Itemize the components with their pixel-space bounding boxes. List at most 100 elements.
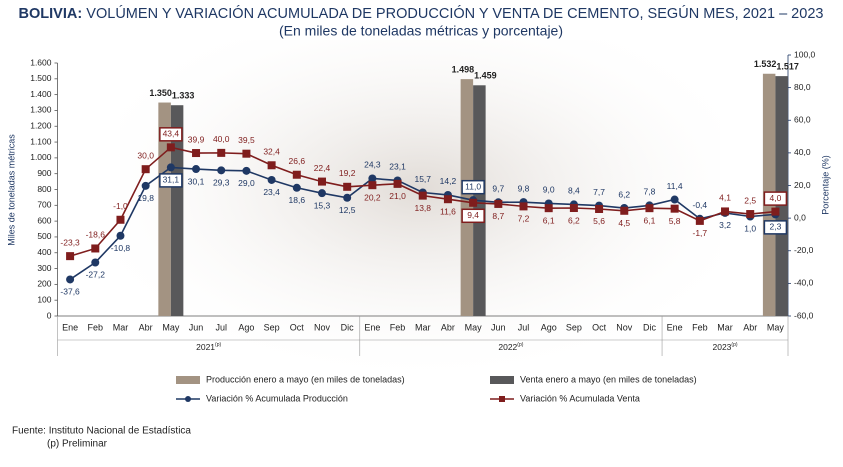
x-tick-label: May xyxy=(465,322,483,332)
y-tick-label: 100 xyxy=(37,294,51,304)
line-value-label: 9,7 xyxy=(492,184,504,194)
bar xyxy=(170,105,184,316)
value-label-box xyxy=(159,127,183,142)
line-value-label: -1,0 xyxy=(113,201,128,211)
line-value-label: 12,5 xyxy=(339,205,356,215)
line-value-label: 24,3 xyxy=(364,160,381,170)
line-value-label: -27,2 xyxy=(86,270,106,280)
y-tick-label: 600 xyxy=(37,215,51,225)
y2-tick-label: 80,0 xyxy=(794,82,811,92)
bar-value-label: 1.532 xyxy=(754,59,777,69)
line-value-label: 6,1 xyxy=(543,215,555,225)
x-tick-label: Feb xyxy=(88,322,104,332)
x-tick-label: Dic xyxy=(643,322,656,332)
value-label-box xyxy=(763,191,788,206)
legend-label: Venta enero a mayo (en miles de tonelada… xyxy=(520,374,697,384)
marker xyxy=(317,177,326,186)
line-value-label: -1,7 xyxy=(693,228,708,238)
line-value-label: 4,5 xyxy=(618,218,630,228)
marker xyxy=(595,204,604,213)
y2-tick-label: 40,0 xyxy=(794,147,811,157)
x-tick-label: Jun xyxy=(189,322,204,332)
legend-swatch xyxy=(176,376,200,384)
x-tick-label: Ene xyxy=(62,322,78,332)
y-tick-label: 200 xyxy=(37,279,51,289)
year-label: 2021(p) xyxy=(196,342,221,352)
y2-axis-label: Porcentaje (%) xyxy=(820,155,830,215)
marker xyxy=(66,252,75,261)
line-value-label: 11,6 xyxy=(440,206,456,216)
x-tick-label: Ene xyxy=(667,322,683,332)
x-tick-label: Abr xyxy=(139,322,153,332)
line-value-label: 11,0 xyxy=(465,181,481,191)
marker xyxy=(166,143,175,152)
line-value-label: 31,1 xyxy=(163,175,180,185)
line-value-label: 29,0 xyxy=(238,178,255,188)
marker xyxy=(141,181,150,190)
legend-label: Producción enero a mayo (en miles de ton… xyxy=(206,374,405,384)
marker xyxy=(771,207,780,216)
title-text: VOLÚMEN Y VARIACIÓN ACUMULADA DE PRODUCC… xyxy=(86,5,823,22)
line-value-label: 6,1 xyxy=(644,215,656,225)
value-label-box xyxy=(763,220,788,235)
line-value-label: 2,3 xyxy=(769,222,781,232)
marker xyxy=(267,175,276,184)
marker xyxy=(670,195,679,204)
year-text: 2023 xyxy=(713,342,732,352)
line-value-label: 1,0 xyxy=(744,224,756,234)
line-value-label: 15,3 xyxy=(314,200,331,210)
line-value-label: 21,0 xyxy=(389,191,406,201)
line-value-label: 30,1 xyxy=(188,176,205,186)
chart-title: BOLIVIA: VOLÚMEN Y VARIACIÓN ACUMULADA D… xyxy=(19,5,824,22)
marker xyxy=(544,204,553,213)
line-value-label: 5,6 xyxy=(593,216,605,226)
marker xyxy=(645,204,654,213)
year-label: 2022(p) xyxy=(498,342,523,352)
x-tick-label: Ago xyxy=(541,322,557,332)
y-tick-label: 1.300 xyxy=(30,105,52,115)
x-tick-label: Sep xyxy=(566,322,582,332)
y-tick-label: 900 xyxy=(37,168,51,178)
line-value-label: 7,7 xyxy=(593,187,605,197)
x-tick-label: Oct xyxy=(290,322,305,332)
y-tick-label: 300 xyxy=(37,263,51,273)
value-label-box xyxy=(461,179,485,195)
marker xyxy=(116,215,125,224)
marker xyxy=(166,163,175,172)
bar-value-label: 1.517 xyxy=(776,61,799,71)
line-value-label: 2,5 xyxy=(744,195,756,205)
x-tick-label: Sep xyxy=(264,322,280,332)
y-tick-label: 800 xyxy=(37,184,51,194)
marker xyxy=(670,204,679,213)
legend-swatch xyxy=(490,376,514,384)
line-value-label: 3,2 xyxy=(719,220,731,230)
marker xyxy=(368,174,377,183)
line-value-label: -18,6 xyxy=(86,230,106,240)
x-tick-label: Nov xyxy=(616,322,633,332)
legend-label: Variación % Acumulada Venta xyxy=(520,393,640,403)
bar-value-label: 1.350 xyxy=(149,88,172,98)
marker xyxy=(695,216,704,225)
line-value-label: 23,4 xyxy=(263,187,280,197)
y-tick-label: 500 xyxy=(37,231,51,241)
x-tick-label: Abr xyxy=(441,322,455,332)
marker xyxy=(519,202,528,211)
marker xyxy=(292,183,301,192)
year-text: 2021 xyxy=(196,342,215,352)
y-axis-label: Miles de toneladas métricas xyxy=(6,134,16,246)
line-value-label: 6,2 xyxy=(568,215,580,225)
y-tick-label: 0 xyxy=(47,310,52,320)
chart-subtitle: (En miles de toneladas métricas y porcen… xyxy=(279,23,563,39)
marker xyxy=(141,165,150,174)
y-tick-label: 1.200 xyxy=(30,121,52,131)
x-tick-label: May xyxy=(162,322,180,332)
x-tick-label: Mar xyxy=(717,322,733,332)
y2-tick-label: 60,0 xyxy=(794,115,811,125)
x-tick-label: Jun xyxy=(491,322,506,332)
marker xyxy=(569,204,578,213)
line-value-label: 19,8 xyxy=(137,193,154,203)
line-value-label: 30,0 xyxy=(137,150,154,160)
note: (p) Preliminar xyxy=(47,439,108,450)
x-tick-label: Mar xyxy=(113,322,129,332)
